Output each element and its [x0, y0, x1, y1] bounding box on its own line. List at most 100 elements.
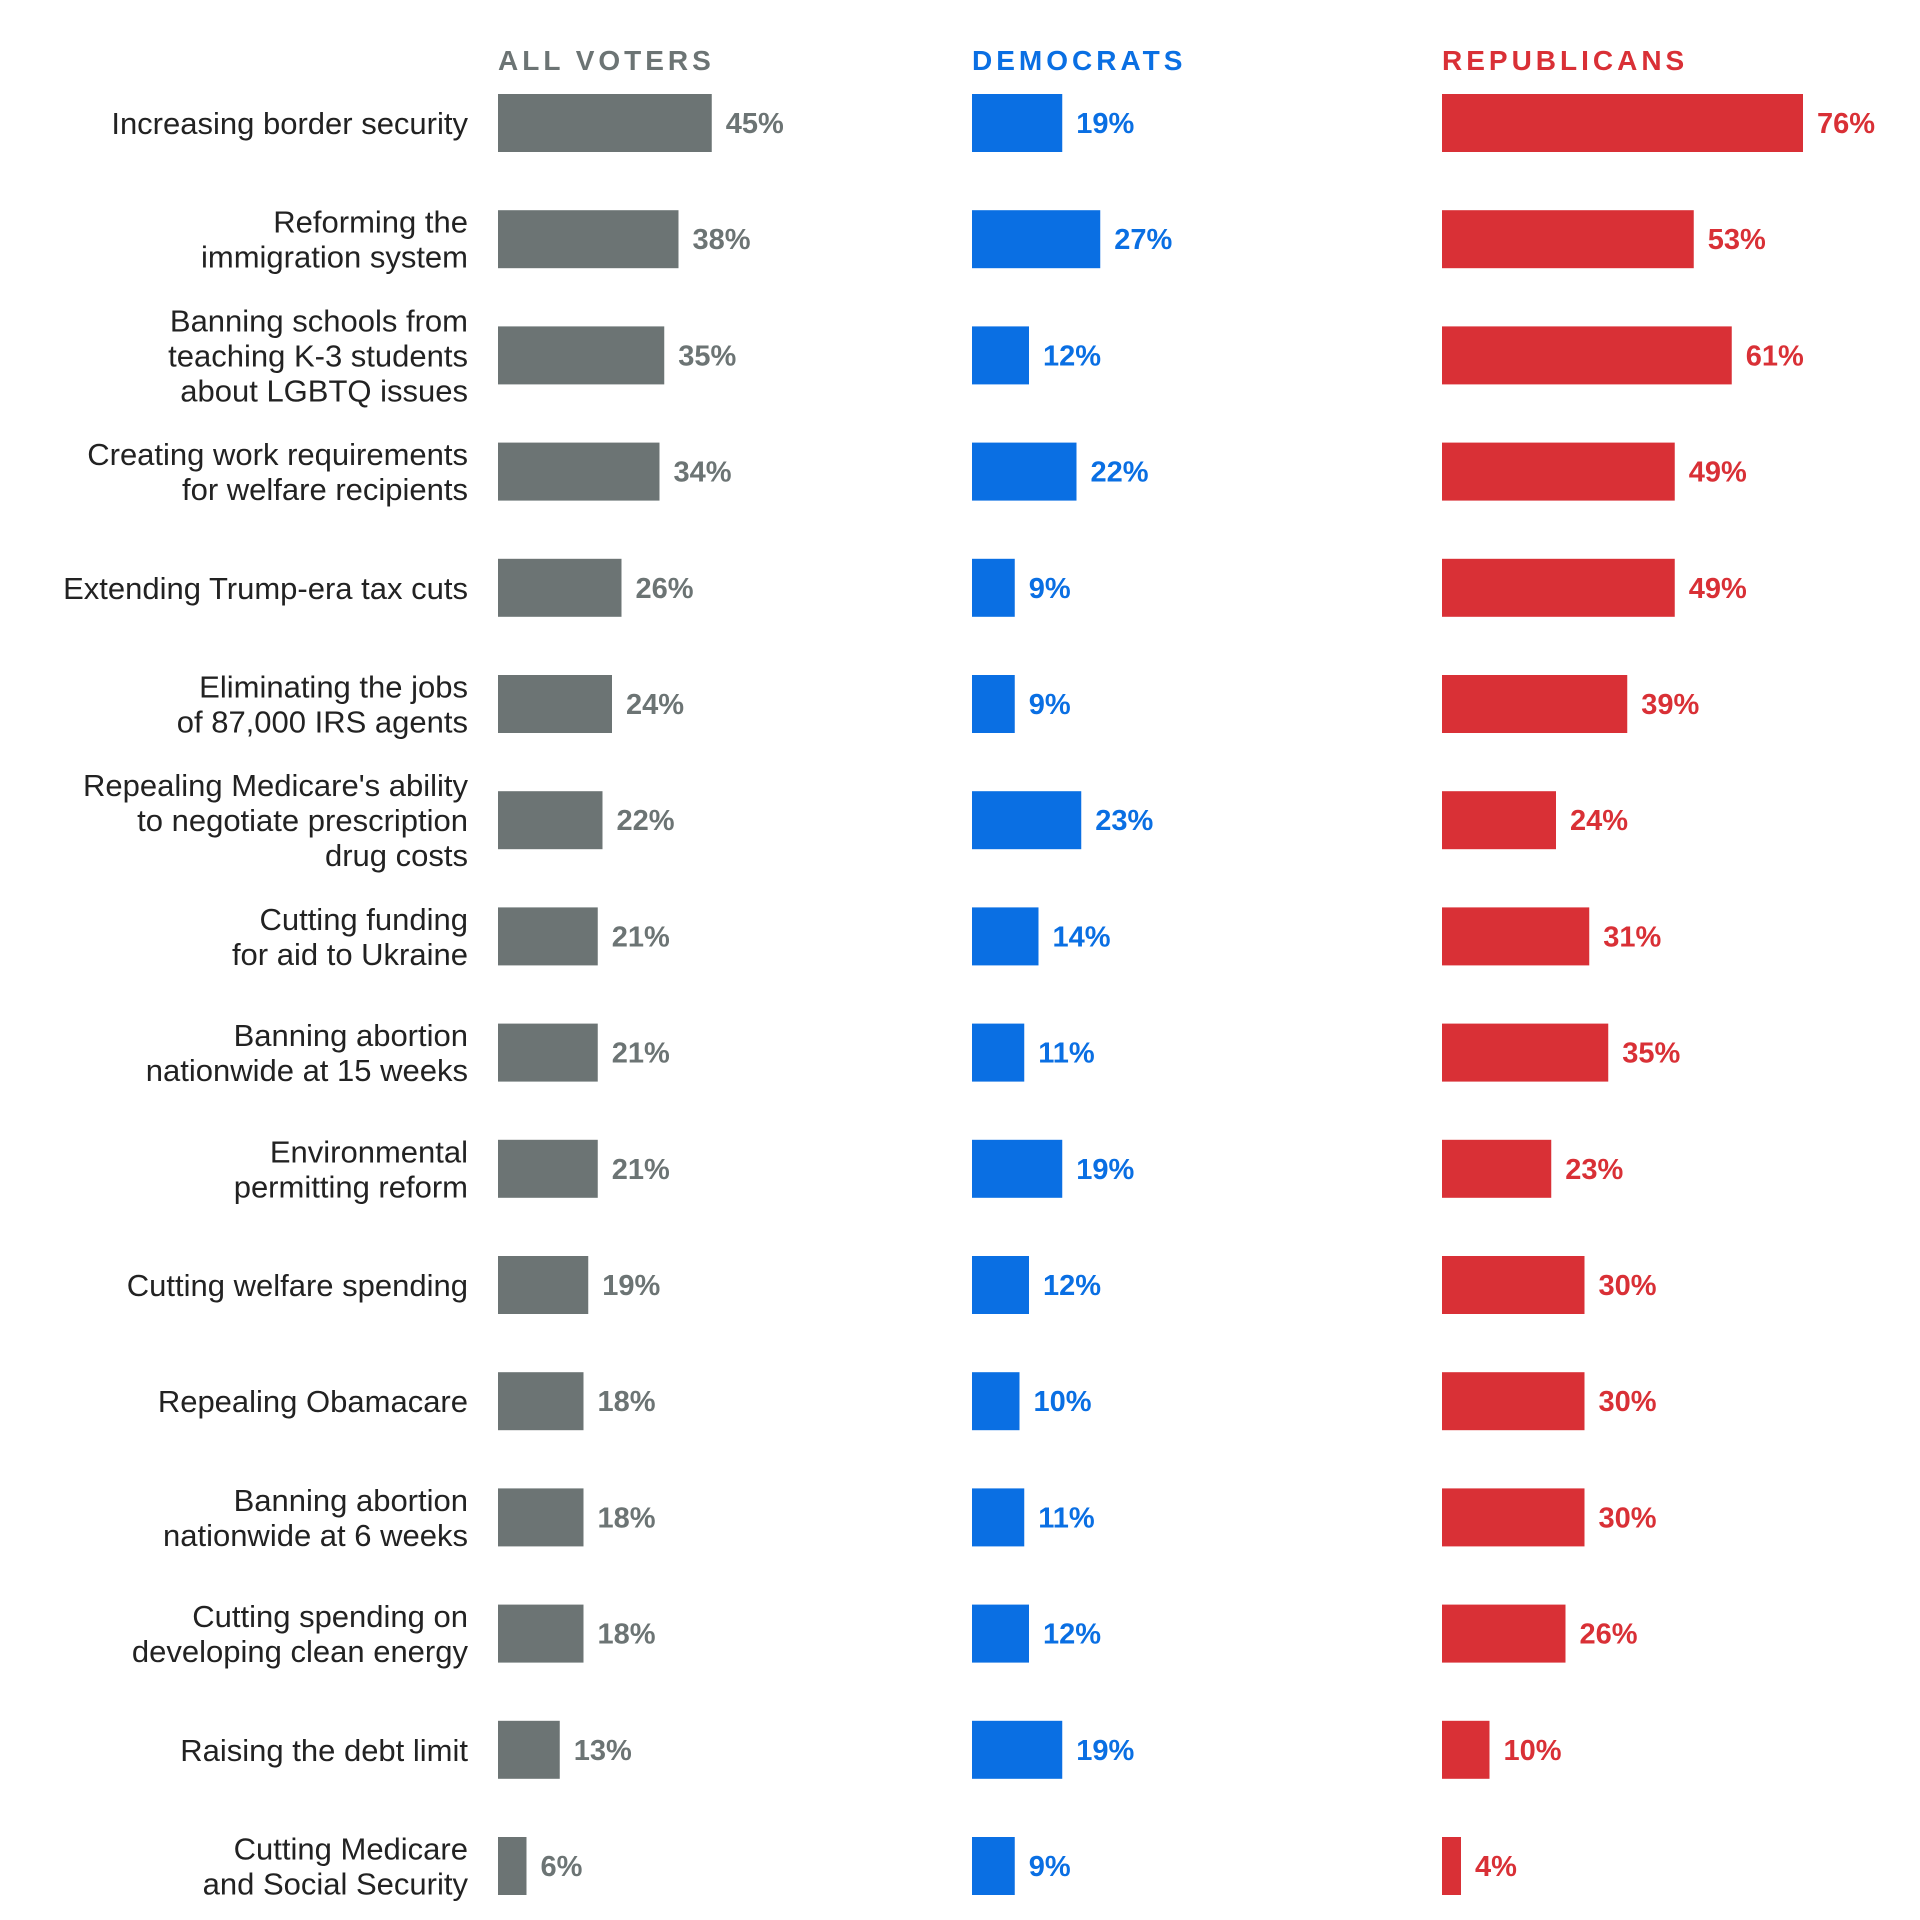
category-label: Reforming the — [273, 205, 468, 240]
category-label: of 87,000 IRS agents — [177, 705, 468, 740]
category-label: about LGBTQ issues — [180, 373, 468, 408]
data-label: 21% — [612, 1154, 670, 1186]
data-label: 27% — [1114, 224, 1172, 256]
bar-republicans — [1442, 558, 1675, 617]
data-label: 35% — [678, 340, 736, 372]
bar-republicans — [1442, 210, 1694, 269]
bar-all-voters — [498, 791, 603, 850]
category-label: to negotiate prescription — [137, 803, 468, 838]
bar-republicans — [1442, 907, 1590, 966]
bar-republicans — [1442, 1023, 1609, 1082]
data-label: 34% — [674, 457, 732, 489]
category-label: Creating work requirements — [87, 437, 468, 472]
data-label: 19% — [1076, 1735, 1134, 1767]
category-label: Increasing border security — [111, 106, 468, 141]
data-label: 30% — [1599, 1270, 1657, 1302]
data-label: 76% — [1817, 108, 1875, 140]
series-header-republicans: REPUBLICANS — [1442, 45, 1688, 76]
data-label: 22% — [1091, 457, 1149, 489]
bar-democrats — [972, 675, 1015, 733]
category-label: drug costs — [325, 838, 468, 873]
category-label: Raising the debt limit — [180, 1733, 468, 1768]
data-label: 22% — [617, 805, 675, 837]
bar-all-voters — [498, 326, 665, 385]
data-label: 21% — [612, 1038, 670, 1070]
bar-democrats — [972, 907, 1039, 966]
bar-all-voters — [498, 558, 622, 617]
data-label: 45% — [726, 108, 784, 140]
data-label: 18% — [598, 1386, 656, 1418]
data-label: 11% — [1038, 1038, 1095, 1070]
data-label: 9% — [1029, 689, 1071, 721]
bar-all-voters — [498, 1372, 584, 1431]
bar-democrats — [972, 1256, 1029, 1314]
category-label: Cutting funding — [259, 902, 468, 937]
bar-republicans — [1442, 1720, 1490, 1779]
bar-all-voters — [498, 1604, 584, 1663]
data-label: 38% — [693, 224, 751, 256]
data-label: 10% — [1034, 1386, 1092, 1418]
bar-democrats — [972, 442, 1077, 501]
data-label: 10% — [1504, 1735, 1562, 1767]
data-label: 31% — [1603, 921, 1661, 953]
bar-republicans — [1442, 1256, 1585, 1314]
category-label: teaching K-3 students — [168, 338, 468, 373]
category-label: nationwide at 15 weeks — [146, 1053, 468, 1088]
data-label: 49% — [1689, 573, 1747, 605]
bar-all-voters — [498, 1139, 598, 1198]
data-label: 61% — [1746, 340, 1804, 372]
category-label: for welfare recipients — [182, 472, 468, 507]
bar-all-voters — [498, 442, 660, 501]
data-label: 26% — [636, 573, 694, 605]
category-label: Repealing Obamacare — [158, 1384, 468, 1419]
bar-republicans — [1442, 442, 1675, 501]
bar-democrats — [972, 210, 1101, 269]
bar-democrats — [972, 1720, 1063, 1779]
data-label: 30% — [1599, 1502, 1657, 1534]
data-label: 12% — [1043, 340, 1101, 372]
category-label: nationwide at 6 weeks — [163, 1518, 468, 1553]
bar-republicans — [1442, 94, 1803, 152]
bar-democrats — [972, 1023, 1025, 1082]
series-header-all-voters: ALL VOTERS — [498, 45, 715, 76]
category-label: developing clean energy — [132, 1634, 469, 1669]
bar-all-voters — [498, 1488, 584, 1547]
data-label: 9% — [1029, 573, 1071, 605]
data-label: 53% — [1708, 224, 1766, 256]
data-label: 21% — [612, 921, 670, 953]
data-label: 24% — [626, 689, 684, 721]
bar-all-voters — [498, 210, 679, 269]
bar-all-voters — [498, 94, 712, 152]
bar-republicans — [1442, 1488, 1585, 1547]
data-label: 35% — [1622, 1038, 1680, 1070]
category-label: Environmental — [270, 1134, 468, 1169]
bar-democrats — [972, 1488, 1025, 1547]
category-label: immigration system — [201, 240, 468, 275]
data-label: 49% — [1689, 457, 1747, 489]
data-label: 6% — [541, 1851, 583, 1883]
category-label: Banning abortion — [234, 1018, 468, 1053]
bar-all-voters — [498, 1023, 598, 1082]
data-label: 30% — [1599, 1386, 1657, 1418]
bar-all-voters — [498, 1256, 589, 1314]
category-label: for aid to Ukraine — [232, 937, 468, 972]
category-label: Banning abortion — [234, 1483, 468, 1518]
data-label: 4% — [1475, 1851, 1517, 1883]
bar-republicans — [1442, 1837, 1461, 1895]
bar-republicans — [1442, 1372, 1585, 1431]
data-label: 39% — [1641, 689, 1699, 721]
category-label: Cutting Medicare — [234, 1832, 468, 1867]
category-label: Repealing Medicare's ability — [83, 768, 469, 803]
data-label: 14% — [1053, 921, 1111, 953]
data-label: 18% — [598, 1619, 656, 1651]
data-label: 24% — [1570, 805, 1628, 837]
data-label: 13% — [574, 1735, 632, 1767]
bar-democrats — [972, 94, 1063, 152]
bar-all-voters — [498, 907, 598, 966]
category-label: Cutting welfare spending — [127, 1268, 468, 1303]
data-label: 18% — [598, 1502, 656, 1534]
data-label: 11% — [1038, 1502, 1095, 1534]
bar-democrats — [972, 791, 1082, 850]
data-label: 12% — [1043, 1619, 1101, 1651]
